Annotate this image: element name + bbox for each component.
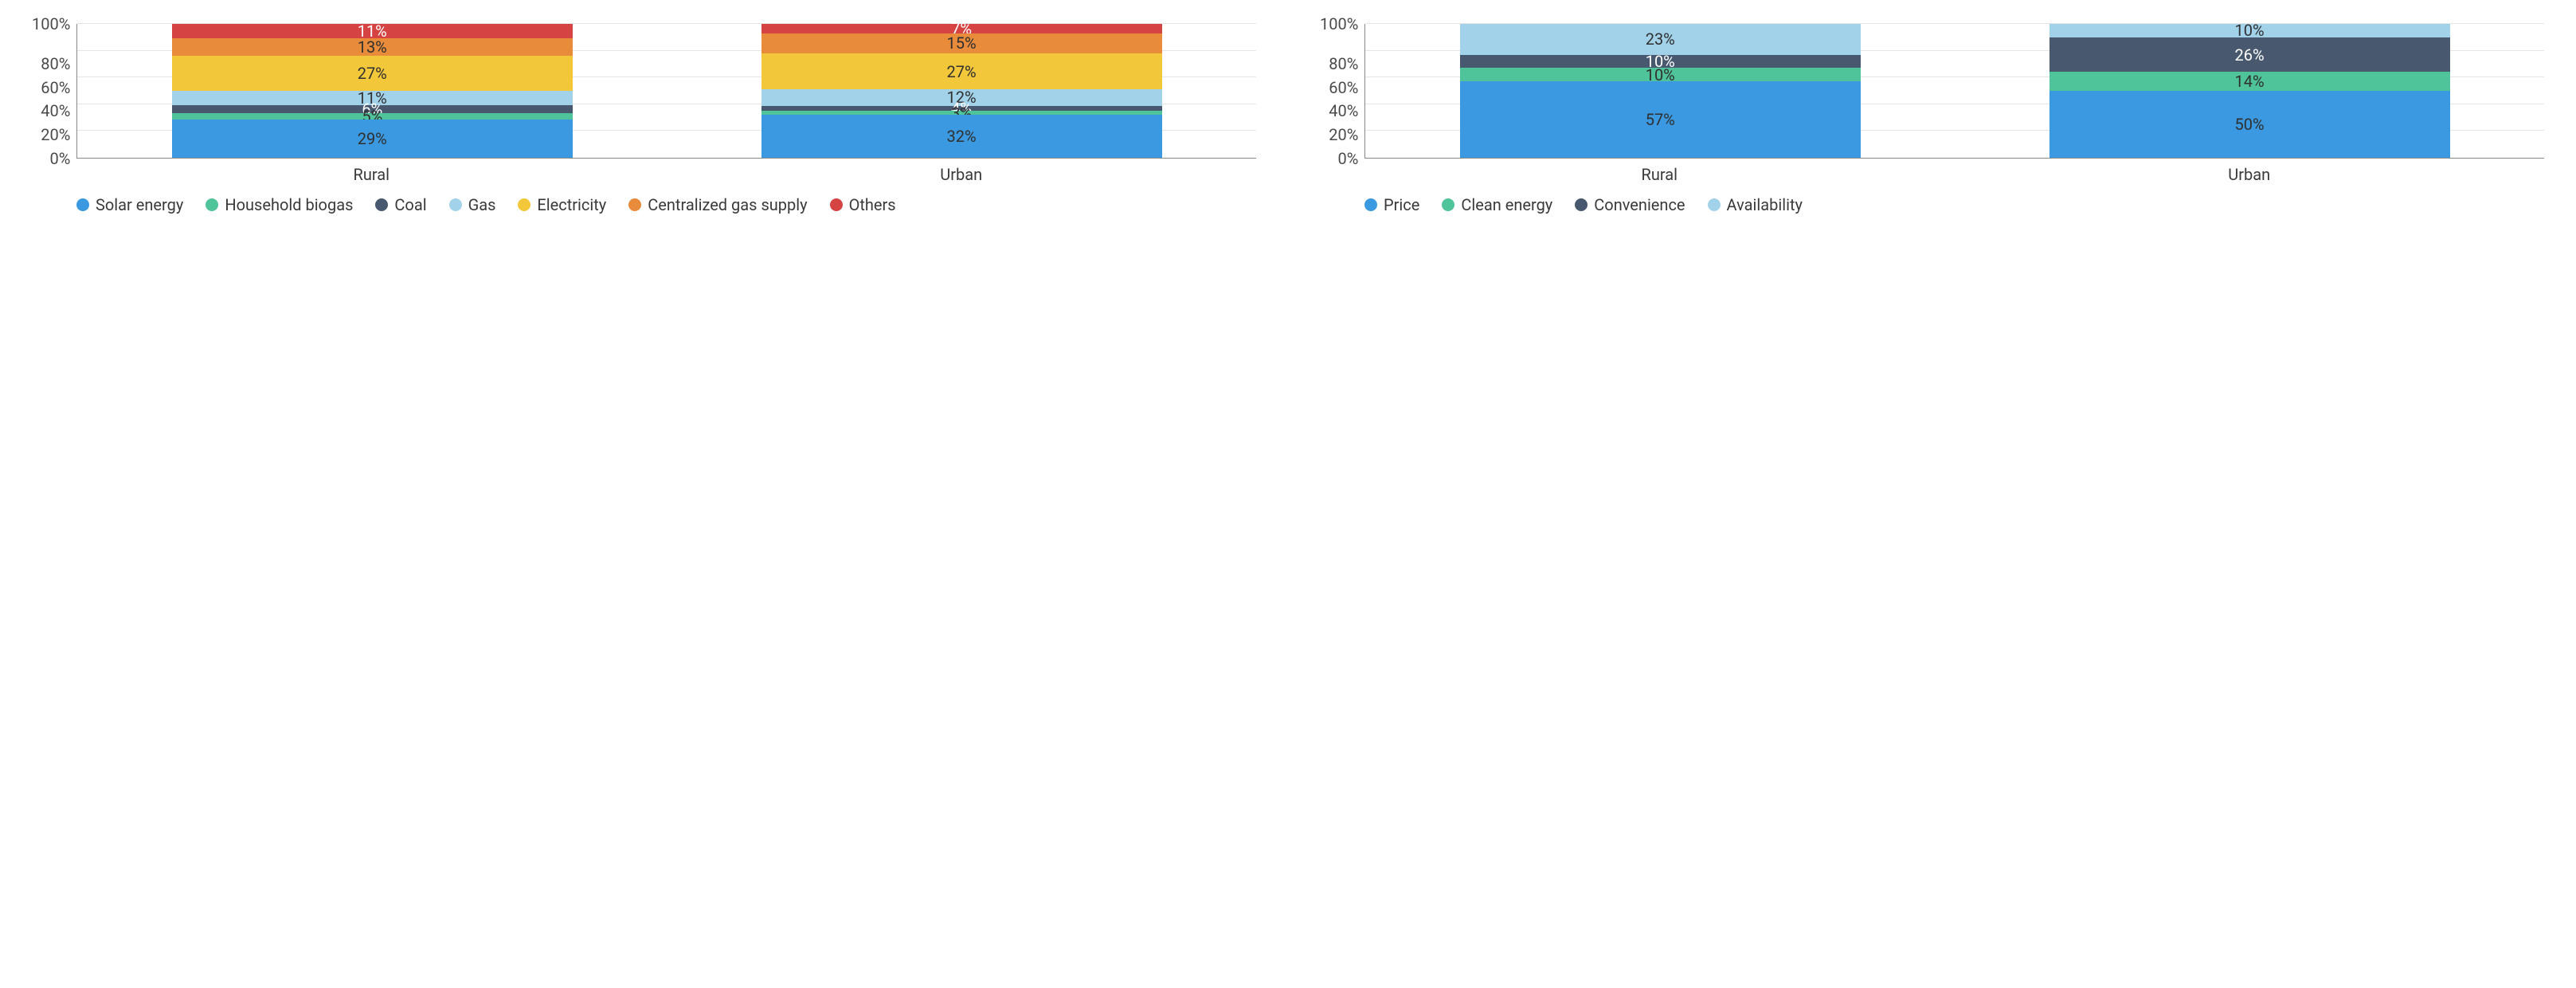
bar-segment: 5%	[172, 113, 573, 120]
legend-swatch-icon	[1575, 198, 1587, 211]
bar: 57%10%10%23%	[1460, 24, 1861, 158]
bar-segment: 13%	[172, 38, 573, 55]
legend-item: Availability	[1708, 195, 1803, 214]
legend-swatch-icon	[1364, 198, 1377, 211]
legend-swatch-icon	[830, 198, 843, 211]
legend-item: Centralized gas supply	[628, 195, 807, 214]
bar-segment: 27%	[761, 53, 1162, 89]
legend-label: Availability	[1727, 195, 1803, 214]
stacked-bar-chart: 100%80%60%40%20%0%29%5%6%11%27%13%11%32%…	[32, 24, 1256, 214]
x-axis: Rural Urban	[76, 159, 1256, 184]
bar-segment: 57%	[1460, 81, 1861, 158]
segment-value-label: 32%	[947, 127, 977, 146]
segment-value-label: 14%	[2235, 72, 2265, 91]
bar-segment: 14%	[2049, 72, 2450, 91]
legend-label: Convenience	[1594, 195, 1685, 214]
legend-item: Price	[1364, 195, 1419, 214]
legend: Solar energy Household biogas Coal Gas Elect…	[32, 184, 1256, 214]
bar: 29%5%6%11%27%13%11%	[172, 24, 573, 158]
y-tick-label: 60%	[41, 80, 70, 96]
stacked-bar-chart: 100%80%60%40%20%0%57%10%10%23%50%14%26%1…	[1320, 24, 2544, 214]
legend-item: Others	[830, 195, 896, 214]
legend-label: Centralized gas supply	[648, 195, 807, 214]
x-tick-label: Rural	[170, 159, 572, 184]
segment-value-label: 29%	[358, 129, 387, 148]
segment-value-label: 50%	[2235, 115, 2265, 134]
bar: 50% 14% 26% 10%	[2049, 24, 2450, 158]
segment-value-label: 13%	[358, 37, 387, 57]
legend-item: Convenience	[1575, 195, 1685, 214]
bar-segment: 29%	[172, 120, 573, 158]
legend-swatch-icon	[449, 198, 462, 211]
y-tick-label: 20%	[41, 127, 70, 143]
legend-swatch-icon	[1442, 198, 1454, 211]
legend-swatch-icon	[206, 198, 218, 211]
bar-segment: 26%	[2049, 37, 2450, 73]
bar-segment: 7%	[761, 24, 1162, 33]
bar-segment: 15%	[761, 33, 1162, 53]
y-tick-label: 0%	[49, 151, 70, 167]
legend-label: Gas	[468, 195, 496, 214]
legend-label: Household biogas	[225, 195, 353, 214]
bars-container: 57% 10% 10% 23% 50% 14% 26% 10%	[1365, 24, 2544, 158]
segment-value-label: 15%	[947, 33, 977, 53]
segment-value-label: 26%	[2235, 45, 2265, 65]
y-tick-label: 0%	[1337, 151, 1358, 167]
legend-swatch-icon	[1708, 198, 1721, 211]
bar-segment: 50%	[2049, 91, 2450, 158]
x-axis: Rural Urban	[1364, 159, 2544, 184]
plot-area: 29%5%6%11%27%13%11%32%3%4%12%27%15%7%	[76, 24, 1256, 159]
y-axis: 100%80%60%40%20%0%	[1320, 24, 1364, 159]
bar-segment: 11%	[172, 24, 573, 38]
legend-label: Electricity	[537, 195, 606, 214]
y-tick-label: 40%	[1329, 103, 1358, 119]
charts-panel: 100%80%60%40%20%0%29%5%6%11%27%13%11%32%…	[0, 0, 2576, 238]
legend-label: Coal	[394, 195, 426, 214]
y-tick-label: 80%	[1329, 56, 1358, 72]
segment-value-label: 57%	[1646, 110, 1675, 129]
bar: 32%3%4%12%27%15%7%	[761, 24, 1162, 158]
legend-label: Others	[849, 195, 896, 214]
legend-swatch-icon	[518, 198, 530, 211]
y-tick-label: 100%	[32, 16, 70, 32]
x-tick-label: Urban	[2049, 159, 2450, 184]
x-tick-label: Rural	[1458, 159, 1860, 184]
legend-swatch-icon	[628, 198, 641, 211]
legend-swatch-icon	[375, 198, 388, 211]
segment-value-label: 27%	[358, 64, 387, 83]
legend-item: Coal	[375, 195, 426, 214]
legend-item: Clean energy	[1442, 195, 1552, 214]
y-tick-label: 40%	[41, 103, 70, 119]
bars-container: 29%5%6%11%27%13%11%32%3%4%12%27%15%7%	[77, 24, 1256, 158]
segment-value-label: 23%	[1646, 29, 1675, 49]
y-tick-label: 100%	[1320, 16, 1358, 32]
legend-item: Solar energy	[76, 195, 183, 214]
legend-swatch-icon	[76, 198, 89, 211]
legend-label: Solar energy	[96, 195, 183, 214]
plot-area: 57% 10% 10% 23% 50% 14% 26% 10%	[1364, 24, 2544, 159]
y-axis: 100%80%60%40%20%0%	[32, 24, 76, 159]
y-tick-label: 80%	[41, 56, 70, 72]
segment-value-label: 27%	[947, 62, 977, 81]
legend-item: Household biogas	[206, 195, 353, 214]
bar-segment: 10%	[1460, 68, 1861, 81]
legend-item: Electricity	[518, 195, 606, 214]
y-tick-label: 60%	[1329, 80, 1358, 96]
bar-segment: 27%	[172, 56, 573, 91]
legend-item: Gas	[449, 195, 496, 214]
y-tick-label: 20%	[1329, 127, 1358, 143]
legend-label: Clean energy	[1461, 195, 1552, 214]
bar-segment: 10%	[2049, 24, 2450, 37]
legend-label: Price	[1384, 195, 1419, 214]
x-tick-label: Urban	[761, 159, 1162, 184]
bar-segment: 23%	[1460, 24, 1861, 55]
legend: Price Clean energy Convenience Availability	[1320, 184, 2544, 214]
bar-segment: 32%	[761, 115, 1162, 158]
